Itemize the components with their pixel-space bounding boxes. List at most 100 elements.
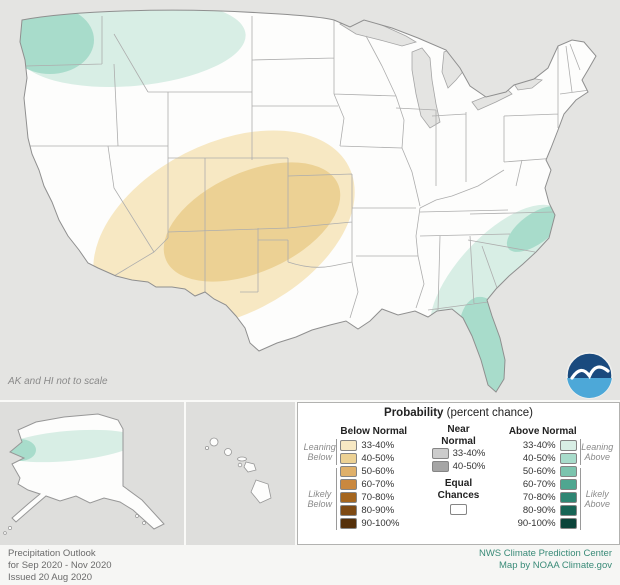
range-label: 70-80%	[361, 492, 395, 503]
state-borders	[25, 16, 591, 319]
range-label: 40-50%	[522, 453, 556, 464]
lake-michigan	[411, 47, 441, 129]
legend-row: 70-80%	[523, 491, 577, 504]
legend: Probability (percent chance) Leaning Bel…	[297, 402, 620, 545]
above-side-labels: Leaning Above Likely Above	[577, 424, 614, 530]
legend-row: 80-90%	[523, 504, 577, 517]
legend-row: 90-100%	[340, 517, 421, 530]
range-label: 60-70%	[522, 479, 556, 490]
range-label: 90-100%	[517, 518, 556, 529]
below-normal-region-inner	[163, 162, 341, 282]
legend-title-bold: Probability	[384, 407, 444, 419]
range-label: 50-60%	[522, 466, 556, 477]
below-swatch	[340, 518, 358, 529]
footer-right-line: NWS Climate Prediction Center	[478, 548, 612, 559]
above-swatch	[559, 505, 577, 516]
footer-left: Precipitation Outlook for Sep 2020 - Nov…	[8, 548, 112, 584]
below-side-labels: Leaning Below Likely Below	[303, 424, 340, 530]
above-normal-column: Above Normal 33-40% 40-50% 50-60% 60-70%…	[496, 424, 577, 530]
hawaiian-islands	[204, 437, 272, 504]
above-normal-header: Above Normal	[508, 426, 577, 437]
below-swatch	[340, 466, 358, 477]
bottom-panel-row: Probability (percent chance) Leaning Bel…	[0, 400, 620, 545]
island-oahu	[224, 448, 232, 456]
range-label: 90-100%	[361, 518, 400, 529]
above-swatch	[559, 453, 577, 464]
legend-row: 40-50%	[523, 452, 577, 465]
near-normal-header: Near Normal	[441, 424, 476, 447]
footer-right-line: Map by NOAA Climate.gov	[499, 559, 612, 571]
alaska-inset-svg	[3, 413, 165, 535]
below-swatch	[340, 479, 358, 490]
range-label: 70-80%	[522, 492, 556, 503]
legend-row	[450, 503, 467, 516]
alaska-outline-stroke	[9, 413, 165, 530]
range-label: 80-90%	[361, 505, 395, 516]
range-label: 33-40%	[452, 448, 486, 459]
footer-right: NWS Climate Prediction Center Map by NOA…	[479, 548, 612, 572]
legend-body: Leaning Below Likely Below Below Normal …	[298, 424, 619, 530]
footer-left-line: Precipitation Outlook	[8, 548, 96, 559]
leaning-above-label: Leaning Above	[579, 439, 614, 465]
legend-row: 80-90%	[340, 504, 421, 517]
legend-row: 60-70%	[523, 478, 577, 491]
range-label: 40-50%	[452, 461, 486, 472]
footer: Precipitation Outlook for Sep 2020 - Nov…	[0, 545, 620, 585]
legend-row: 90-100%	[518, 517, 577, 530]
above-swatch	[559, 518, 577, 529]
island-niihau	[204, 446, 209, 451]
hawaii-inset	[186, 402, 297, 545]
legend-title: Probability (percent chance)	[298, 407, 619, 424]
legend-row: 50-60%	[340, 465, 421, 478]
us-outline-stroke	[19, 9, 597, 393]
range-label: 80-90%	[522, 505, 556, 516]
below-swatch	[340, 492, 358, 503]
legend-row: 50-60%	[523, 465, 577, 478]
equal-chances-label: Equal Chances	[437, 478, 480, 501]
equal-chances-swatch	[450, 504, 467, 515]
island-lanai	[237, 462, 243, 468]
legend-row: 40-50%	[431, 460, 486, 473]
near-swatch	[431, 448, 449, 459]
likely-above-label: Likely Above	[579, 468, 614, 530]
scale-note: AK and HI not to scale	[8, 376, 108, 387]
near-swatch	[431, 461, 449, 472]
below-normal-column: Below Normal 33-40% 40-50% 50-60% 60-70%…	[340, 424, 421, 530]
island-molokai	[237, 456, 247, 462]
island-kauai	[209, 437, 219, 447]
noaa-logo-svg	[566, 352, 613, 399]
legend-row: 33-40%	[431, 447, 486, 460]
conus-map: AK and HI not to scale	[8, 9, 597, 393]
likely-below-label: Likely Below	[303, 468, 338, 530]
legend-row: 70-80%	[340, 491, 421, 504]
range-label: 50-60%	[361, 466, 395, 477]
above-normal-region-northwest-core	[20, 10, 94, 74]
below-swatch	[340, 453, 358, 464]
aleutian-islands	[3, 514, 146, 535]
near-normal-column: Near Normal 33-40% 40-50% Equal Chances	[421, 424, 496, 530]
alaska-inset	[0, 402, 186, 545]
range-label: 40-50%	[361, 453, 395, 464]
legend-row: 40-50%	[340, 452, 421, 465]
conus-map-svg	[19, 9, 597, 393]
range-label: 33-40%	[522, 440, 556, 451]
range-label: 33-40%	[361, 440, 395, 451]
noaa-logo	[566, 352, 613, 399]
footer-left-line: Issued 20 Aug 2020	[8, 571, 92, 583]
below-swatch	[340, 505, 358, 516]
legend-title-rest: (percent chance)	[446, 407, 533, 419]
island-hawaii	[250, 479, 272, 504]
legend-row: 60-70%	[340, 478, 421, 491]
legend-row: 33-40%	[340, 439, 421, 452]
noaa-logo-gull	[570, 365, 610, 380]
below-swatch	[340, 440, 358, 451]
footer-left-line: for Sep 2020 - Nov 2020	[8, 559, 112, 571]
below-normal-header: Below Normal	[340, 426, 408, 437]
noaa-logo-sea	[567, 378, 612, 398]
legend-row: 33-40%	[523, 439, 577, 452]
above-swatch	[559, 440, 577, 451]
above-normal-region-carolina-coast	[506, 206, 564, 252]
island-maui	[243, 461, 257, 473]
above-swatch	[559, 466, 577, 477]
